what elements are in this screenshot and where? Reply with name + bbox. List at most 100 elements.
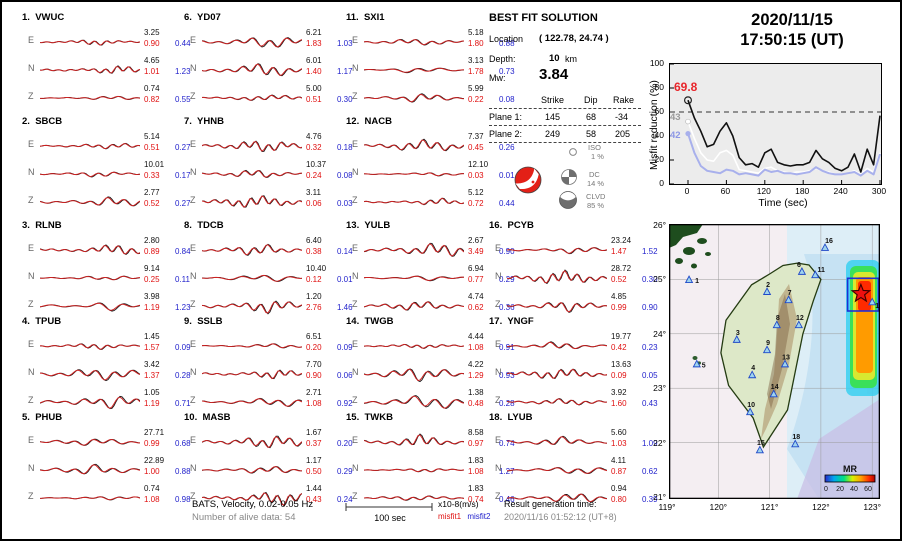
amplitude-value: 1.17 [306,456,322,465]
waveform-trace [507,435,607,445]
y-tick-label: 60 [654,106,664,116]
channel-label: N [190,63,197,73]
result-time-label: Result generation time: [504,499,597,509]
station-title: 12. NACB [346,116,392,127]
station-number: 11 [818,267,826,274]
amplitude-value: 7.37 [468,132,484,141]
channel-label: N [28,463,35,473]
col-rake: Rake [613,95,635,105]
amplitude-value: 0.74 [144,84,160,93]
channel-label: N [495,367,502,377]
amplitude-value: 7.70 [306,360,322,369]
x-tick-label: 180 [795,186,810,196]
channel-label: E [352,243,359,253]
amplitude-value: 13.63 [611,360,632,369]
amplitude-value: 6.21 [306,28,322,37]
channel-label: N [352,167,359,177]
station-number: 7 [788,290,792,297]
station-title: 16. PCYB [489,220,534,231]
misfit2-value: 1.09 [642,439,658,448]
plane1-strike: 145 [545,112,561,122]
amplitude-value: 27.71 [144,428,165,437]
misfit1-value: 3.49 [468,247,484,256]
misfit2-value: 0.26 [499,143,515,152]
misfit1-value: 1.80 [468,39,484,48]
misfit2-value: 0.01 [499,171,515,180]
misfit2-value: 1.52 [642,247,658,256]
waveform-row: E 3.25 0.90 0.44 [22,28,192,56]
amplitude-value: 4.22 [468,360,484,369]
amplitude-value: 6.40 [306,236,322,245]
station-block: 12. NACB E 7.37 0.45 0.26 N 12.10 0.03 0.01 Z 5.12… [346,116,516,216]
waveform-trace [364,242,464,257]
station-block: 14. TWGB E 4.44 1.08 0.91 N 4.22 1.29 0.93 Z 1.38 0… [346,316,516,416]
waveform-trace [202,435,302,449]
misfit1-value: 0.90 [144,39,160,48]
waveform-row: Z 1.20 2.76 1.46 [184,292,354,320]
channel-label: E [28,139,35,149]
amplitude-value: 5.12 [468,188,484,197]
time-scale-bar [345,503,433,511]
amplitude-value: 10.37 [306,160,327,169]
station-block: 1. VWUC E 3.25 0.90 0.44 N 4.65 1.01 1.23 Z 0.74 0.… [22,12,192,112]
amplitude-value: 28.72 [611,264,632,273]
channel-label: E [28,339,35,349]
waveform-trace [202,140,302,152]
amplitude-value: 1.20 [306,292,322,301]
scale-bar-label: 100 sec [374,513,406,523]
misfit2-value: 0.36 [499,303,515,312]
colorbar-tick: 60 [864,486,872,493]
table-rule [489,142,641,143]
waveform-trace [202,300,302,315]
dc-beachball-icon [561,169,577,185]
misfit2-value: 0.28 [499,399,515,408]
waveform-row: E 1.45 1.57 0.09 [22,332,192,360]
misfit1-value: 0.89 [144,247,160,256]
channel-label: Z [28,91,34,101]
misfit1-value: 0.43 [306,495,322,504]
misfit1-value: 0.51 [306,95,322,104]
station-triangle-icon [692,359,701,368]
waveform-row: E 2.80 0.89 0.84 [22,236,192,264]
waveform-trace [202,397,302,407]
amplitude-value: 10.01 [144,160,165,169]
y-tick-label: 40 [654,130,664,140]
channel-label: Z [190,395,196,405]
annotation-43: 43 [670,112,681,123]
waveform-trace [364,38,464,46]
waveform-row: E 4.44 1.08 0.91 [346,332,516,360]
misfit1-value: 1.19 [144,399,160,408]
waveform-row: N 9.14 0.25 0.11 [22,264,192,292]
depth-value: 10 [549,53,560,64]
waveform-trace [40,95,140,100]
waveform-trace [364,197,464,206]
channel-label: E [190,139,197,149]
channel-label: Z [28,491,34,501]
channel-label: Z [190,195,196,205]
misfit1-value: 0.03 [468,171,484,180]
misfit2-legend: misfit2 [467,512,491,521]
station-number: 3 [736,330,740,337]
channel-label: N [352,63,359,73]
waveform-trace [202,243,302,256]
waveform-row: N 6.01 1.40 1.17 [184,56,354,84]
x-tick-label: 60 [720,186,731,196]
lat-tick-label: 25° [653,274,666,285]
amplitude-value: 2.77 [144,188,160,197]
misfit2-value: 0.44 [175,39,191,48]
waveform-trace [40,395,140,410]
misfit1-value: 0.50 [306,467,322,476]
station-triangle-icon [769,389,778,398]
misfit1-value: 0.80 [611,495,627,504]
station-number: 5 [702,362,706,369]
waveform-row: N 3.13 1.78 0.73 [346,56,516,84]
iso-beachball-icon [569,148,577,156]
station-number: 15 [757,440,765,447]
heat-patch [846,260,880,396]
amplitude-value: 12.10 [468,160,489,169]
station-triangle-icon [784,295,793,304]
lon-tick-label: 123° [863,502,881,512]
misfit2-value: 0.09 [337,343,353,352]
waveform-row: E 5.18 1.80 0.88 [346,28,516,56]
station-block: 9. SSLB E 6.51 0.20 0.09 N 7.70 0.90 0.06 Z 2.71 1.… [184,316,354,416]
